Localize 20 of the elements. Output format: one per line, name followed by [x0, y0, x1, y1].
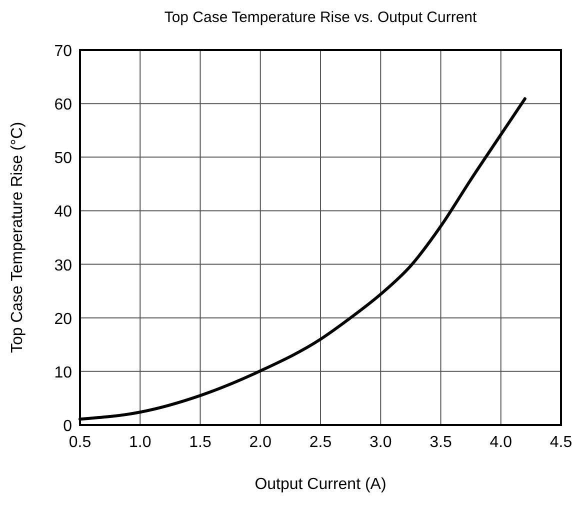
x-tick-label: 1.0 [129, 434, 152, 451]
x-axis-title: Output Current (A) [254, 476, 386, 493]
x-tick-label: 4.0 [490, 434, 512, 451]
x-tick-label: 3.5 [430, 434, 452, 451]
x-tick-label: 1.5 [189, 434, 212, 451]
x-tick-label: 3.0 [370, 434, 392, 451]
y-tick-label: 20 [54, 310, 72, 328]
y-tick-label: 0 [63, 418, 72, 435]
x-tick-label: 4.5 [550, 434, 572, 451]
x-tick-label: 2.0 [249, 434, 272, 451]
y-axis-title: Top Case Temperature Rise (°C) [9, 122, 26, 354]
chart-title: Top Case Temperature Rise vs. Output Current [164, 9, 478, 26]
y-tick-label: 50 [54, 150, 72, 168]
y-tick-label: 10 [54, 364, 72, 382]
x-tick-label: 2.5 [309, 434, 332, 451]
y-tick-label: 30 [54, 257, 72, 274]
y-tick-label: 70 [54, 43, 72, 60]
y-tick-label: 60 [54, 96, 72, 114]
x-tick-label: 0.5 [68, 434, 92, 451]
y-tick-label: 40 [54, 204, 72, 221]
